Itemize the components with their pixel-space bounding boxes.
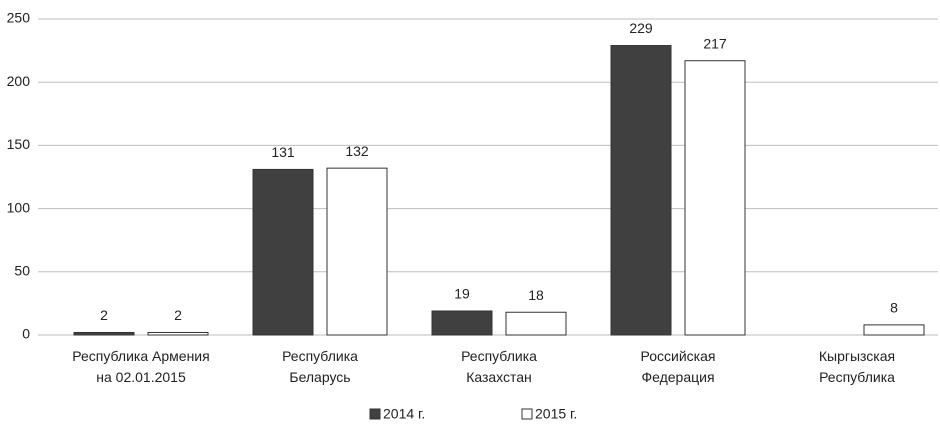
bar: [684, 60, 746, 336]
y-tick-label: 0: [22, 326, 30, 342]
x-tick-label: Республика Казахстан: [461, 348, 537, 385]
value-label: 2: [174, 307, 182, 323]
value-label: 2: [100, 307, 108, 323]
x-tick-label: Республика Армения на 02.01.2015: [72, 348, 209, 385]
x-tick-label: Кыргызская Республика: [819, 348, 895, 385]
value-label: 217: [703, 35, 727, 51]
bar: [73, 331, 135, 336]
y-tick-label: 200: [7, 73, 31, 89]
x-tick-label: Российская Федерация: [641, 348, 716, 385]
bar: [505, 311, 567, 336]
value-label: 19: [454, 286, 470, 302]
value-label: 132: [345, 143, 369, 159]
legend-label: 2014 г.: [383, 406, 425, 422]
bar: [863, 324, 925, 336]
bar: [252, 168, 314, 336]
value-label: 131: [271, 144, 295, 160]
bar: [147, 331, 209, 336]
value-label: 8: [890, 300, 898, 316]
y-tick-label: 100: [7, 199, 31, 215]
bar: [326, 167, 388, 336]
y-tick-label: 50: [14, 263, 30, 279]
x-tick-label: Республика Беларусь: [282, 348, 358, 385]
bar: [610, 45, 672, 336]
y-tick-label: 150: [7, 136, 31, 152]
y-tick-label: 250: [7, 10, 31, 26]
legend-label: 2015 г.: [535, 406, 577, 422]
value-label: 229: [629, 20, 653, 36]
value-label: 18: [528, 287, 544, 303]
legend-swatch: [521, 408, 533, 420]
bar: [431, 310, 493, 336]
legend-swatch: [369, 408, 381, 420]
